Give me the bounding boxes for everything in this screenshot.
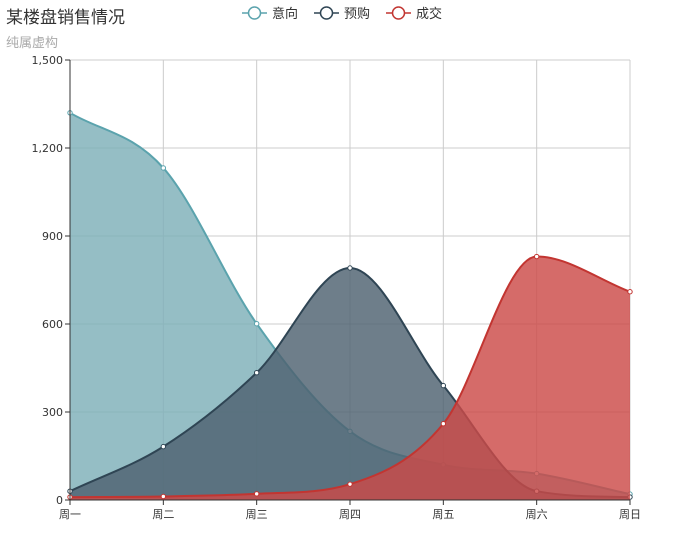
x-tick-label: 周二 xyxy=(152,508,174,521)
series-area xyxy=(70,256,630,500)
data-point xyxy=(533,253,540,260)
series-area xyxy=(70,112,630,501)
y-tick-label: 600 xyxy=(42,318,63,331)
x-tick-label: 周六 xyxy=(526,508,548,521)
y-tick-label: 300 xyxy=(42,406,63,419)
series-3 xyxy=(67,253,633,500)
data-point xyxy=(253,491,260,497)
x-tick-label: 周五 xyxy=(432,508,454,521)
data-point xyxy=(253,369,260,376)
legend-label: 意向 xyxy=(272,6,298,22)
data-point xyxy=(627,289,633,295)
legend-label: 预购 xyxy=(344,6,370,22)
data-point xyxy=(347,265,353,271)
data-point xyxy=(253,321,260,327)
data-point xyxy=(160,443,167,450)
legend-marker xyxy=(247,6,262,20)
data-point xyxy=(440,421,447,427)
y-tick-label: 1,200 xyxy=(32,142,64,155)
data-point xyxy=(160,493,167,500)
legend-marker xyxy=(391,6,406,20)
legend-item: 意向 xyxy=(242,6,298,22)
y-tick-label: 0 xyxy=(56,494,63,507)
chart-subtitle: 纯属虚构 xyxy=(6,36,59,51)
data-point xyxy=(160,165,167,171)
chart-title: 某楼盘销售情况 xyxy=(6,8,125,28)
series-area xyxy=(70,267,630,500)
legend-item: 预购 xyxy=(314,6,370,22)
data-point xyxy=(347,481,353,487)
x-tick-label: 周四 xyxy=(339,508,361,521)
legend-label: 成交 xyxy=(416,6,442,22)
x-tick-label: 周日 xyxy=(619,508,641,521)
x-tick-label: 周三 xyxy=(246,508,268,521)
legend-marker xyxy=(319,6,334,20)
y-tick-label: 1,500 xyxy=(32,54,64,67)
legend-item: 成交 xyxy=(386,6,442,22)
data-point xyxy=(440,382,447,389)
x-tick-label: 周一 xyxy=(59,508,81,521)
y-tick-label: 900 xyxy=(42,230,63,243)
